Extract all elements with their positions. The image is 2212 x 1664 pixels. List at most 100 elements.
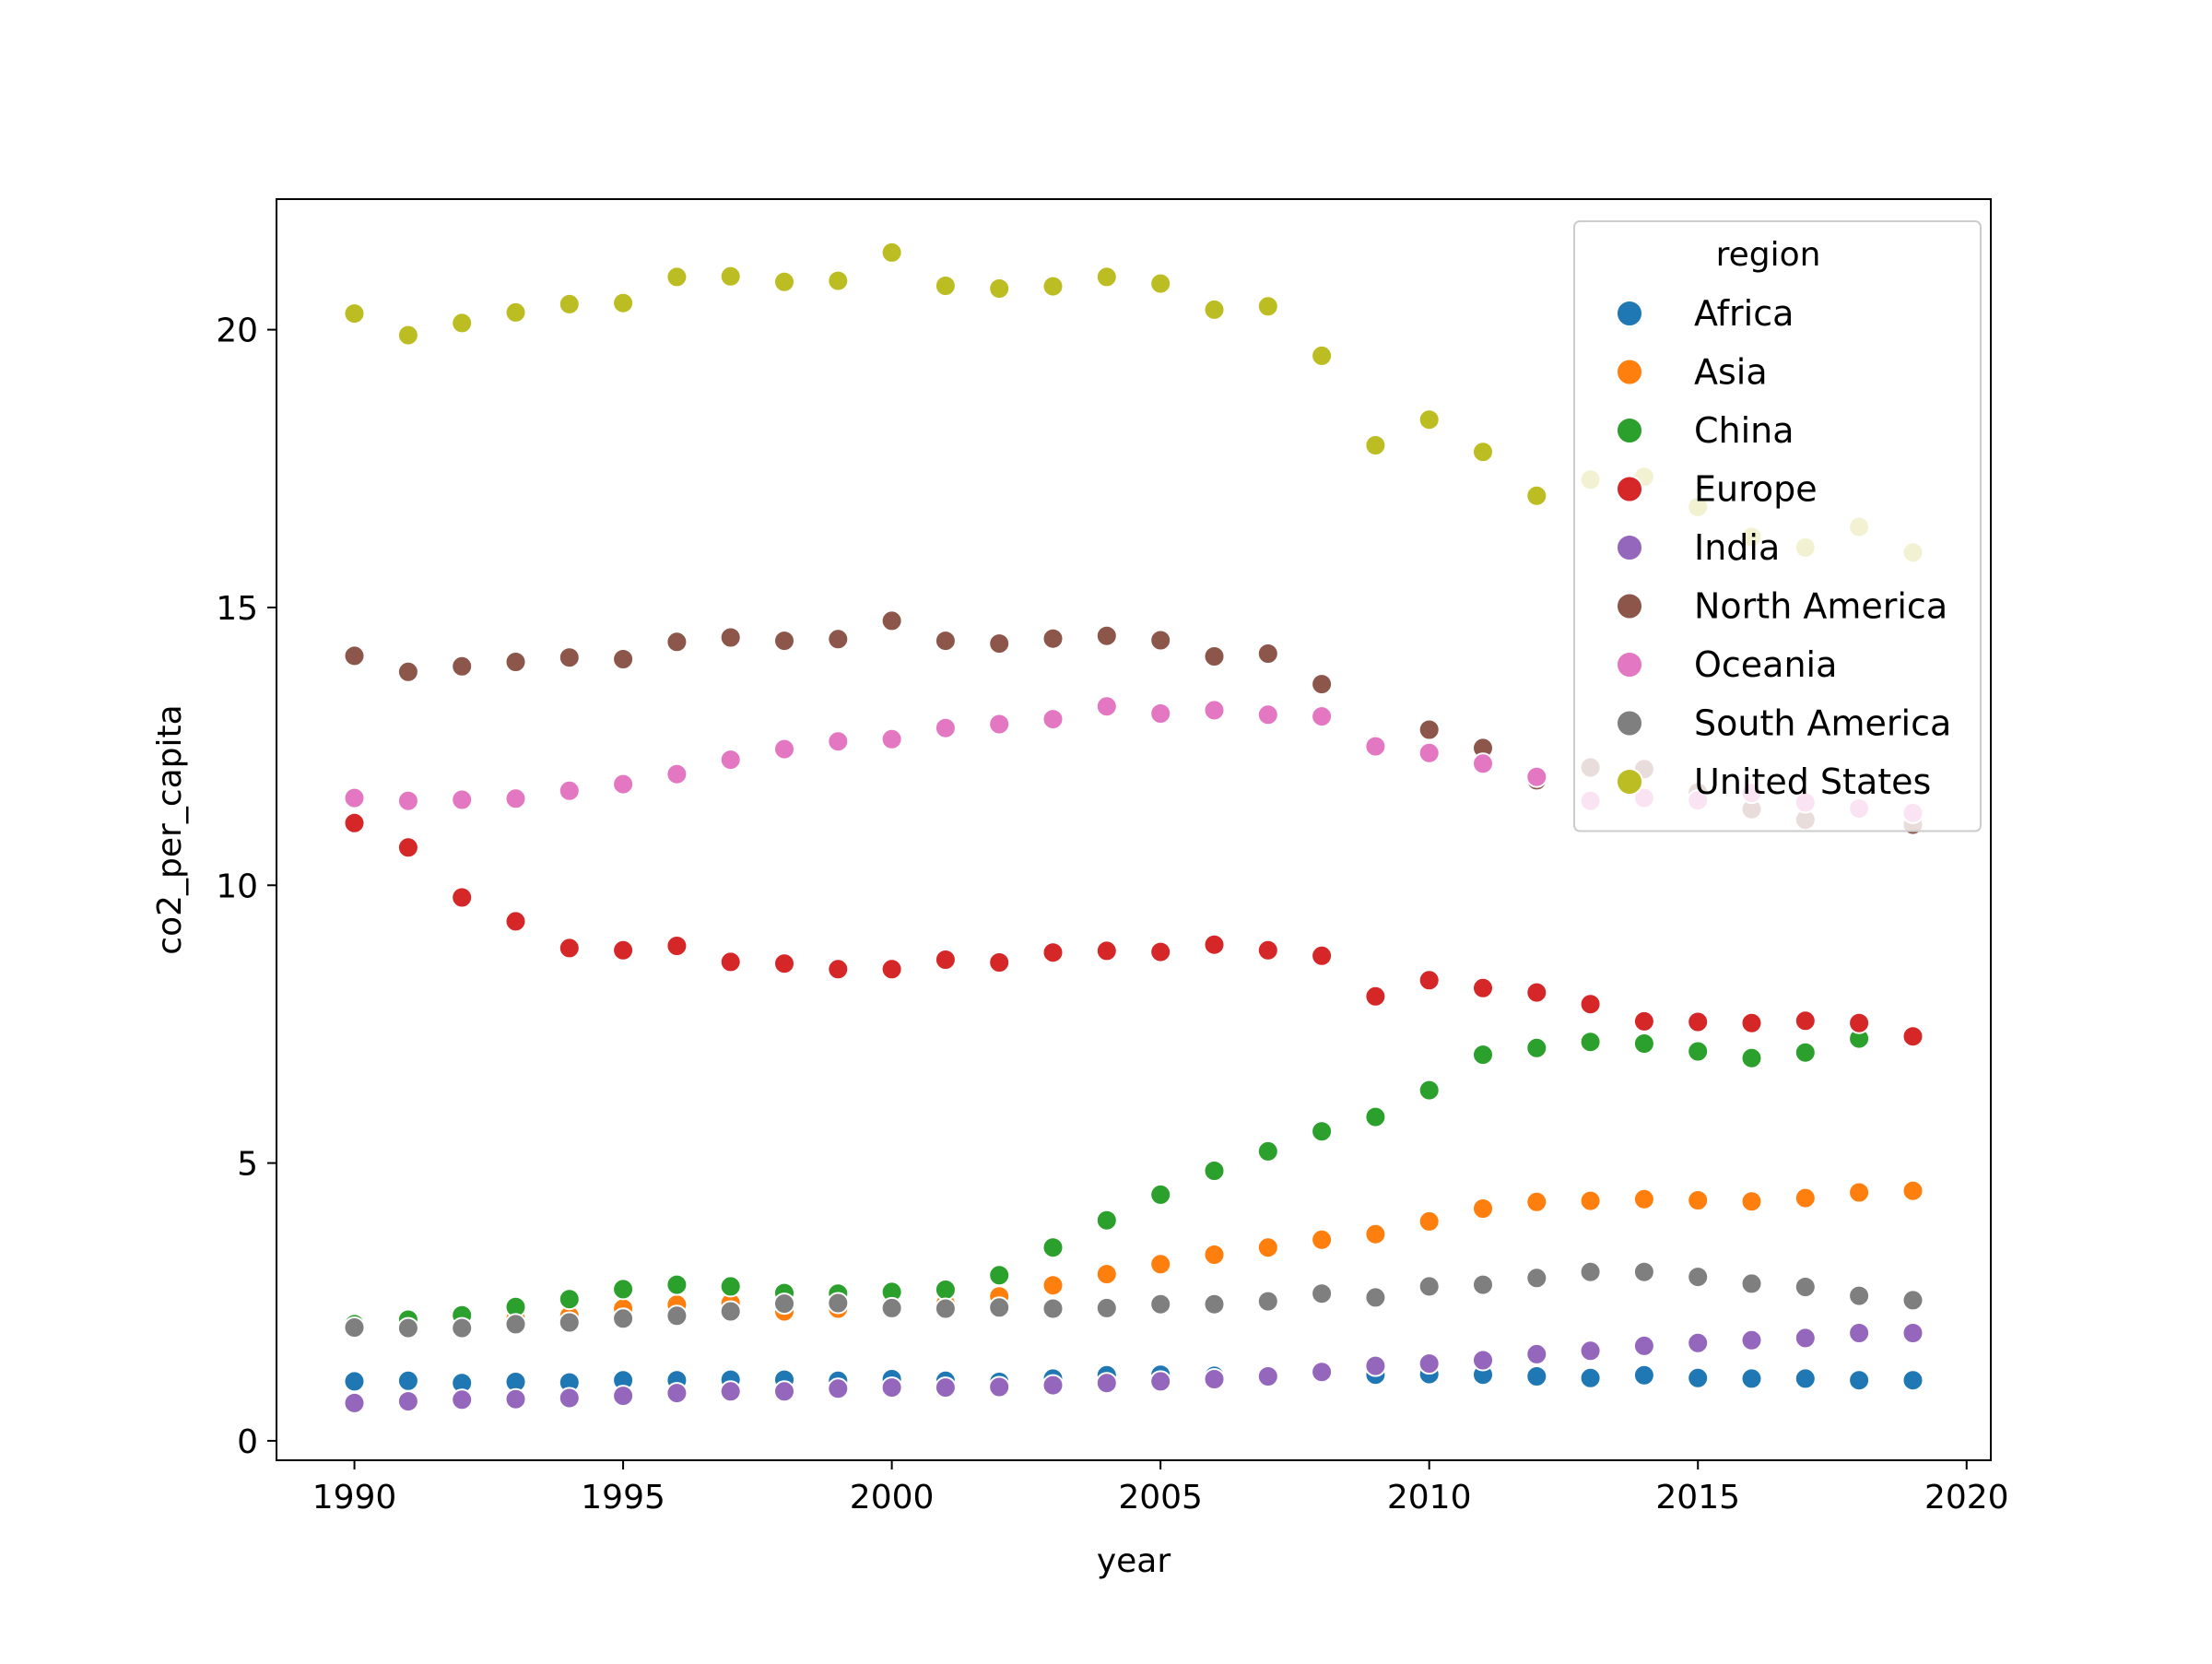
point-europe	[504, 910, 527, 933]
point-north-america	[1095, 624, 1118, 647]
point-south-america	[1901, 1289, 1924, 1312]
y-tick-label: 15	[216, 590, 258, 628]
point-china	[1095, 1209, 1118, 1232]
point-china	[1418, 1079, 1441, 1102]
point-united-states	[1311, 344, 1334, 367]
point-india	[1418, 1352, 1441, 1375]
point-united-states	[1041, 275, 1065, 298]
x-tick-label: 1990	[312, 1479, 397, 1516]
point-india	[934, 1376, 957, 1399]
point-united-states	[1149, 272, 1172, 295]
point-china	[1203, 1160, 1226, 1182]
point-europe	[880, 958, 903, 981]
point-africa	[1740, 1367, 1763, 1390]
point-north-america	[396, 660, 419, 683]
point-south-america	[558, 1311, 581, 1334]
point-europe	[934, 949, 957, 971]
point-united-states	[773, 270, 795, 293]
point-south-america	[988, 1296, 1011, 1319]
point-north-america	[451, 655, 474, 678]
point-united-states	[988, 277, 1011, 300]
point-south-america	[1740, 1272, 1763, 1295]
point-united-states	[612, 291, 635, 314]
point-north-america	[988, 632, 1011, 655]
y-axis: 0 5 10 15 20	[216, 313, 276, 1461]
point-europe	[1794, 1009, 1817, 1033]
point-india	[1794, 1327, 1817, 1350]
point-oceania	[558, 779, 581, 802]
y-axis-label: co2_per_capita	[151, 704, 189, 954]
legend-label-china: China	[1694, 410, 1794, 451]
point-oceania	[665, 762, 688, 785]
point-south-america	[827, 1292, 850, 1315]
point-china	[1472, 1044, 1494, 1067]
point-north-america	[1203, 645, 1226, 667]
point-south-america	[1041, 1297, 1065, 1320]
point-oceania	[1418, 741, 1441, 764]
point-oceania	[827, 730, 850, 753]
point-united-states	[1525, 484, 1548, 507]
point-united-states	[719, 265, 742, 288]
point-china	[1364, 1105, 1387, 1128]
point-north-america	[719, 626, 742, 649]
point-north-america	[1256, 643, 1279, 665]
point-united-states	[451, 312, 474, 335]
point-united-states	[934, 275, 957, 297]
point-asia	[1203, 1244, 1226, 1266]
legend-label-north-america: North America	[1694, 586, 1947, 627]
point-europe	[719, 950, 742, 974]
point-china	[988, 1264, 1011, 1287]
point-india	[1364, 1354, 1387, 1377]
point-oceania	[504, 787, 527, 810]
point-united-states	[827, 269, 850, 292]
point-north-america	[1041, 627, 1065, 650]
legend-marker-asia	[1616, 358, 1643, 386]
point-europe	[1095, 939, 1118, 962]
point-china	[1794, 1041, 1817, 1064]
point-united-states	[1364, 434, 1387, 456]
point-europe	[988, 951, 1011, 974]
y-tick-label: 5	[237, 1146, 258, 1184]
point-china	[1632, 1033, 1655, 1055]
point-south-america	[343, 1316, 366, 1339]
point-south-america	[1848, 1284, 1871, 1307]
point-united-states	[880, 241, 903, 264]
legend: region Africa Asia China Europe India North A…	[1573, 220, 1982, 832]
point-asia	[1041, 1274, 1065, 1297]
legend-marker-north-america	[1616, 592, 1643, 620]
point-united-states	[504, 301, 527, 324]
point-india	[1632, 1334, 1655, 1357]
point-europe	[1472, 976, 1494, 999]
point-united-states	[1472, 441, 1494, 464]
legend-label-india: India	[1694, 527, 1780, 568]
point-india	[665, 1382, 688, 1405]
point-north-america	[665, 631, 688, 654]
point-india	[343, 1391, 366, 1414]
point-india	[880, 1376, 903, 1399]
point-united-states	[1418, 408, 1441, 431]
point-united-states	[343, 302, 366, 325]
point-india	[1687, 1331, 1710, 1354]
legend-label-europe: Europe	[1694, 469, 1818, 510]
point-oceania	[1364, 735, 1387, 758]
point-africa	[1794, 1367, 1817, 1390]
point-asia	[1901, 1179, 1924, 1202]
x-tick-label: 1995	[581, 1479, 665, 1516]
point-north-america	[773, 630, 795, 653]
legend-marker-oceania	[1616, 651, 1643, 679]
point-oceania	[1256, 703, 1279, 726]
point-europe	[1041, 941, 1065, 964]
point-china	[1311, 1120, 1334, 1143]
legend-marker-united-states	[1616, 768, 1643, 796]
point-asia	[1632, 1187, 1655, 1210]
x-tick-label: 2015	[1655, 1479, 1740, 1516]
point-north-america	[558, 646, 581, 669]
point-north-america	[934, 630, 957, 653]
point-north-america	[504, 651, 527, 673]
point-south-america	[1311, 1282, 1334, 1305]
point-china	[1740, 1046, 1763, 1069]
point-india	[719, 1380, 742, 1403]
legend-title: region	[1716, 236, 1821, 274]
point-india	[827, 1377, 850, 1400]
point-europe	[1311, 944, 1334, 967]
